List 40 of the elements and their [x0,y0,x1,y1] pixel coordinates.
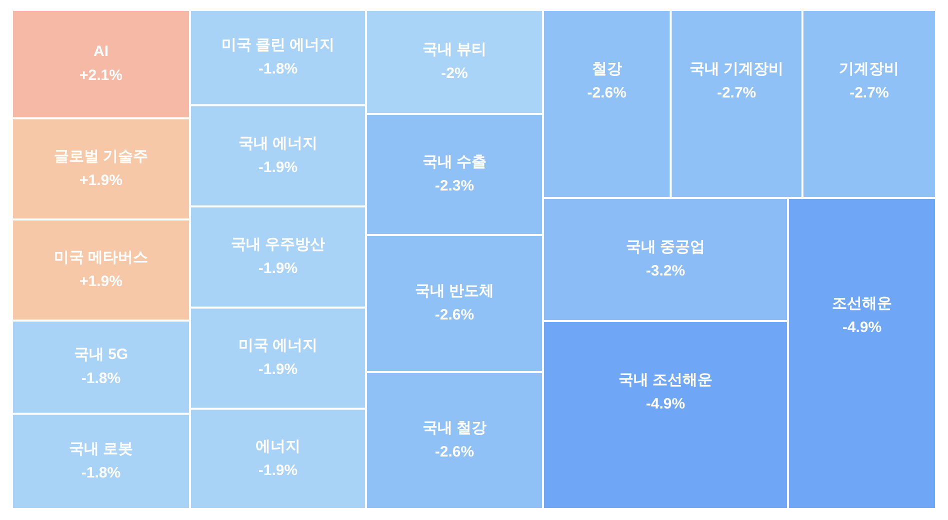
category-label: 철강 [592,60,622,78]
category-label: 국내 기계장비 [689,60,784,78]
data-label: -1.9% [258,260,298,277]
data-label: -1.9% [258,361,298,378]
category-label: 미국 클린 에너지 [221,36,335,54]
data-label: -1.9% [258,462,298,479]
data-label: -1.8% [258,60,298,78]
category-label: 미국 에너지 [238,337,318,354]
data-label: +1.9% [80,272,122,290]
data-label: -2.6% [434,306,474,324]
category-label: 미국 메타버스 [54,248,148,266]
data-label: -1.8% [81,464,121,482]
category-label: 에너지 [256,438,300,455]
category-label: 국내 에너지 [238,134,318,152]
category-label: 국내 5G [74,346,128,364]
category-label: 국내 우주방산 [230,236,326,253]
data-label: -2.7% [850,84,889,102]
data-label: -1.9% [258,158,298,176]
data-label: -2% [441,64,468,82]
category-label: 국내 조선해운 [618,371,713,388]
data-label: -2.6% [587,84,626,102]
category-label: 국내 수출 [422,153,487,170]
data-label: -2.7% [716,84,756,102]
category-label: 국내 로봇 [68,440,134,458]
category-label: 조선해운 [832,295,892,312]
data-label: -3.2% [646,262,686,280]
category-label: 국내 뷰티 [422,40,487,58]
data-label: -1.8% [81,370,121,388]
data-label: -2.6% [434,443,474,460]
data-label: +1.9% [80,172,122,189]
category-label: 국내 철강 [422,419,487,436]
category-label: 국내 중공업 [626,238,706,256]
category-label: 국내 반도체 [414,282,494,300]
data-label: -2.3% [434,177,474,194]
data-label: -4.9% [842,319,882,336]
category-label: 기계장비 [839,60,900,78]
category-label: 글로벌 기술주 [54,148,148,165]
category-label: AI [94,43,108,60]
data-label: -4.9% [646,395,686,412]
data-label: +2.1% [80,67,122,84]
